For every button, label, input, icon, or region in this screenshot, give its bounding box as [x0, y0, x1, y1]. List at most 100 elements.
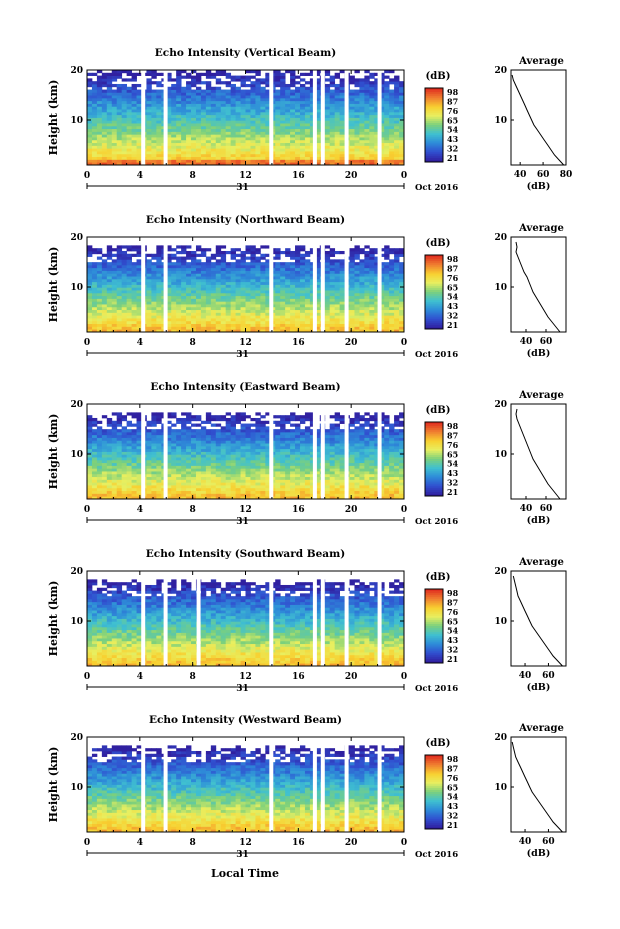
heatmap-cell: [176, 281, 182, 285]
heatmap-cell: [359, 304, 365, 308]
heatmap-cell: [176, 482, 182, 486]
heatmap-cell: [200, 142, 207, 146]
heatmap-cell: [106, 92, 113, 96]
heatmap-cell: [195, 462, 202, 466]
heatmap-cell: [349, 120, 355, 124]
heatmap-cell: [176, 471, 182, 475]
heatmap-cell: [304, 323, 311, 327]
heatmap-cell: [394, 134, 400, 138]
heatmap-cell: [265, 284, 271, 288]
heatmap-cell: [191, 100, 197, 104]
heatmap-cell: [369, 89, 375, 93]
heatmap-cell: [285, 270, 291, 274]
heatmap-cell: [280, 111, 286, 116]
heatmap-cell: [285, 267, 291, 271]
heatmap-cell: [171, 109, 177, 113]
heatmap-cell: [309, 139, 316, 144]
heatmap-cell: [116, 276, 123, 280]
heatmap-cell: [295, 81, 301, 85]
heatmap-cell: [329, 156, 336, 160]
heatmap-cell: [369, 306, 375, 311]
heatmap-cell: [101, 162, 108, 166]
heatmap-cell: [285, 301, 291, 305]
heatmap-cell: [131, 83, 137, 88]
heatmap-cell: [181, 287, 187, 291]
heatmap-cell: [384, 485, 390, 489]
heatmap-cell: [255, 290, 261, 294]
heatmap-cell: [290, 156, 296, 160]
heatmap-cell: [389, 471, 395, 475]
heatmap-cell: [354, 114, 360, 118]
heatmap-cell: [250, 320, 256, 325]
heatmap-cell: [260, 290, 266, 294]
heatmap-cell: [96, 326, 103, 330]
heatmap-cell: [364, 290, 370, 294]
heatmap-cell: [389, 151, 395, 155]
heatmap-cell: [87, 318, 93, 322]
heatmap-cell: [181, 292, 187, 297]
heatmap-cell: [314, 153, 321, 158]
heatmap-cell: [384, 128, 390, 132]
heatmap-cell: [265, 270, 271, 274]
heatmap-cell: [235, 284, 241, 288]
heatmap-cell: [191, 156, 197, 160]
heatmap-cell: [181, 304, 187, 308]
heatmap-cell: [220, 111, 227, 116]
heatmap-cell: [394, 100, 400, 104]
heatmap-cell: [166, 134, 172, 138]
heatmap-cell: [215, 128, 222, 132]
heatmap-cell: [171, 134, 177, 138]
heatmap-cell: [181, 295, 187, 299]
heatmap-cell: [101, 128, 108, 132]
heatmap-cell: [379, 479, 385, 483]
colorbar-step: [425, 294, 443, 297]
heatmap-cell: [116, 462, 123, 466]
heatmap-cell: [230, 276, 236, 280]
heatmap-cell: [220, 151, 227, 155]
heatmap-cell: [275, 148, 281, 152]
average-y-tick-label: 10: [494, 283, 507, 293]
heatmap-cell: [309, 473, 316, 478]
heatmap-cell: [245, 256, 251, 260]
heatmap-cell: [339, 109, 345, 113]
heatmap-cell: [290, 459, 296, 464]
heatmap-cell: [280, 142, 286, 146]
heatmap-cell: [121, 153, 128, 158]
heatmap-cell: [101, 496, 108, 500]
heatmap-cell: [399, 485, 405, 489]
colorbar-step: [425, 316, 443, 320]
heatmap-cell: [176, 496, 182, 500]
heatmap-cell: [96, 142, 103, 146]
data-gap: [163, 237, 168, 332]
heatmap-cell: [394, 267, 400, 271]
heatmap-cell: [116, 250, 123, 255]
heatmap-cell: [215, 81, 222, 85]
heatmap-cell: [329, 120, 336, 124]
heatmap-cell: [225, 270, 232, 274]
heatmap-cell: [299, 125, 306, 130]
heatmap-cell: [96, 295, 103, 299]
heatmap-cell: [205, 284, 212, 288]
heatmap-cell: [91, 276, 98, 280]
heatmap-cell: [191, 304, 197, 308]
heatmap-cell: [235, 292, 241, 297]
heatmap-cell: [166, 465, 172, 469]
heatmap-cell: [339, 287, 345, 291]
heatmap-cell: [146, 83, 152, 88]
heatmap-cell: [299, 137, 306, 141]
colorbar-step: [425, 159, 443, 163]
heatmap-cell: [369, 320, 375, 325]
heatmap-cell: [96, 320, 103, 325]
heatmap-cell: [280, 284, 286, 288]
heatmap-cell: [146, 162, 152, 166]
heatmap-cell: [151, 117, 157, 121]
heatmap-cell: [215, 471, 222, 475]
heatmap-cell: [106, 465, 113, 469]
heatmap-cell: [151, 462, 157, 466]
heatmap-cell: [354, 329, 360, 333]
heatmap-cell: [265, 109, 271, 113]
heatmap-cell: [299, 284, 306, 288]
heatmap-cell: [314, 465, 321, 469]
heatmap-cell: [186, 482, 192, 486]
heatmap-cell: [200, 496, 207, 500]
